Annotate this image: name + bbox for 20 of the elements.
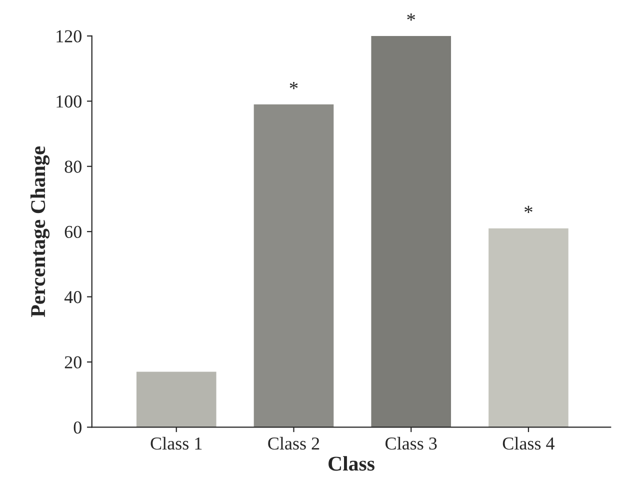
annotation: * bbox=[524, 206, 532, 214]
y-tick-label: 0 bbox=[74, 421, 82, 434]
bar bbox=[254, 104, 334, 428]
y-tick-label: 60 bbox=[64, 226, 82, 238]
annotation: * bbox=[290, 82, 298, 90]
y-tick-label: 20 bbox=[64, 356, 82, 368]
y-tick-label: 80 bbox=[64, 160, 82, 173]
annotation: * bbox=[407, 14, 416, 21]
y-tick-label: 40 bbox=[64, 291, 82, 304]
x-tick-label: Class 1 bbox=[150, 436, 202, 450]
x-tick-label: Class 3 bbox=[386, 436, 437, 450]
bar bbox=[488, 228, 568, 428]
bar bbox=[136, 372, 216, 428]
bar bbox=[371, 36, 452, 428]
x-tick-label: Class 4 bbox=[502, 436, 555, 450]
y-tick-label: 100 bbox=[56, 95, 82, 108]
x-axis-title: Class bbox=[328, 456, 374, 471]
x-tick-label: Class 2 bbox=[268, 436, 320, 450]
y-tick-label: 120 bbox=[56, 30, 82, 42]
y-axis-title: Percentage Change bbox=[30, 146, 50, 317]
